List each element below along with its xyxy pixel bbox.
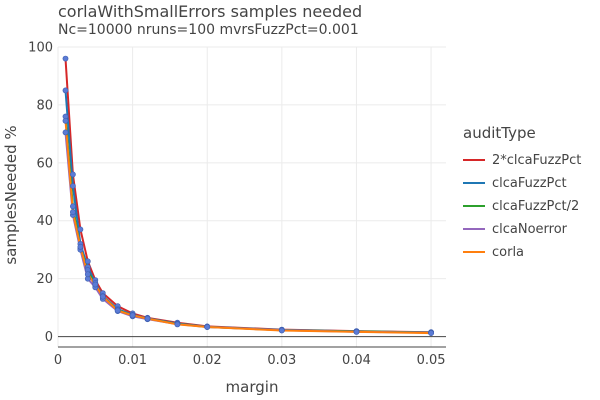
data-point [99, 293, 106, 300]
legend-item[interactable]: clcaNoerror [463, 219, 567, 239]
x-axis-label: margin [226, 378, 279, 396]
data-point [62, 55, 69, 62]
legend-swatch [463, 251, 485, 253]
y-tick-labels: 0 20 40 60 80 100 [28, 41, 53, 346]
legend-label: clcaFuzzPct [492, 175, 567, 191]
y-tick-label: 20 [36, 272, 53, 287]
series-line-2-clcafuzzpct [64, 58, 432, 334]
data-point [278, 327, 285, 334]
data-point [353, 328, 360, 335]
data-point [62, 87, 69, 94]
legend-item[interactable]: clcaFuzzPct [463, 173, 567, 193]
data-point [84, 258, 91, 265]
x-tick-label: 0.05 [417, 353, 446, 368]
legend-label: 2*clcaFuzzPct [492, 152, 582, 168]
x-tick-label: 0 [54, 353, 62, 368]
legend-item[interactable]: clcaFuzzPct/2 [463, 196, 579, 216]
y-tick-label: 60 [36, 156, 53, 171]
series-line-clcafuzzpct-2 [64, 116, 432, 334]
data-point [62, 117, 69, 124]
data-point [70, 183, 76, 189]
data-point [62, 129, 69, 136]
y-axis-label: samplesNeeded % [2, 125, 20, 264]
data-point [77, 226, 84, 233]
y-tick-label: 80 [36, 98, 53, 113]
series-lines [64, 58, 432, 335]
data-point [129, 312, 136, 319]
legend-swatch [463, 182, 485, 184]
data-point [77, 243, 84, 250]
data-point [70, 203, 76, 210]
y-tick-label: 40 [36, 214, 53, 229]
legend-item[interactable]: corla [463, 242, 524, 262]
grid-lines [57, 46, 446, 347]
legend-label: clcaNoerror [492, 221, 568, 237]
y-tick-label: 100 [28, 41, 53, 56]
x-tick-labels: 0 0.01 0.02 0.03 0.04 0.05 [54, 353, 446, 368]
data-point [70, 209, 76, 215]
chart-subtitle: Nc=10000 nruns=100 mvrsFuzzPct=0.001 [58, 22, 359, 38]
y-tick-label: 0 [45, 330, 53, 345]
chart-title: corlaWithSmallErrors samples needed [58, 2, 363, 21]
data-point [84, 271, 91, 278]
legend-swatch [463, 228, 485, 230]
data-point [174, 321, 181, 328]
data-point [204, 324, 211, 330]
legend-label: clcaFuzzPct/2 [492, 198, 580, 214]
data-point [114, 307, 121, 314]
legend-swatch [463, 159, 485, 161]
legend-label: corla [492, 244, 525, 260]
series-points [62, 55, 434, 336]
data-point [92, 281, 99, 288]
x-tick-label: 0.01 [118, 353, 147, 368]
data-point [428, 330, 434, 336]
legend-item[interactable]: 2*clcaFuzzPct [463, 150, 581, 170]
legend-swatch [463, 205, 485, 207]
data-point [70, 171, 76, 178]
data-point [144, 315, 151, 322]
x-tick-label: 0.04 [342, 353, 371, 368]
legend-title: auditType [463, 124, 536, 142]
series-line-clcafuzzpct [64, 90, 432, 334]
x-tick-label: 0.02 [193, 353, 222, 368]
x-tick-label: 0.03 [267, 353, 296, 368]
series-line-corla [64, 120, 432, 335]
